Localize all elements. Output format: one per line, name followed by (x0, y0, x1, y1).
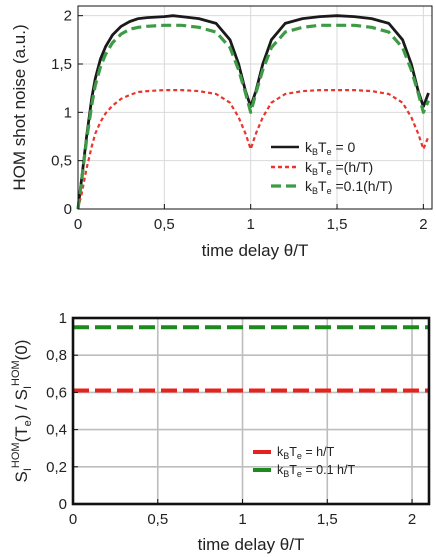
series-line (76, 23, 430, 210)
x-tick-label: 1 (238, 511, 246, 528)
x-tick-label: 1,5 (327, 216, 348, 233)
y-tick-label: 2 (64, 8, 72, 25)
y-axis-label: HOM shot noise (a.u.) (10, 24, 29, 190)
plot-frame (71, 316, 431, 506)
x-tick-label: 1,5 (317, 511, 338, 528)
y-tick-label: 0,6 (46, 384, 67, 401)
legend-label: kBTe = h/T (277, 445, 335, 461)
y-tick-label: 0,4 (46, 422, 67, 439)
y-tick-label: 0,5 (51, 153, 72, 170)
y-tick-label: 1 (59, 310, 67, 327)
x-tick-label: 0 (74, 216, 82, 233)
x-tick-label: 0,5 (154, 216, 175, 233)
y-tick-label: 1,5 (51, 56, 72, 73)
x-axis-label: time delay θ/T (198, 535, 305, 554)
y-tick-label: 0,8 (46, 347, 67, 364)
y-tick-label: 0,2 (46, 459, 67, 476)
legend-label: kBTe =(h/T) (305, 159, 373, 177)
x-tick-label: 0 (69, 511, 77, 528)
legend-label: kBTe = 0 (305, 139, 356, 157)
chart-hom-shot-noise: 0 0,5 1 1,5 2 0 0,5 1 1,5 2 time delay θ/T HOM shot… (10, 5, 433, 260)
x-axis-label: time delay θ/T (202, 241, 309, 260)
legend: kBTe = h/T kBTe = 0.1 h/T (253, 445, 355, 479)
legend-label: kBTe = 0.1 h/T (277, 463, 355, 479)
y-axis-label: SIHOM(Te) / SIHOM(0) (10, 340, 34, 483)
y-tick-label: 0 (64, 201, 72, 218)
plot-frame (77, 5, 433, 210)
legend-label: kBTe =0.1(h/T) (305, 178, 393, 196)
x-tick-label: 0,5 (147, 511, 168, 528)
y-tick-label: 1 (64, 104, 72, 121)
x-tick-label: 2 (408, 511, 416, 528)
chart-hom-ratio: 0 0,5 1 1,5 2 0 0,2 0,4 0,6 0,8 1 time delay θ/T SIH… (10, 310, 431, 554)
y-tick-label: 0 (59, 496, 67, 513)
legend: kBTe = 0 kBTe =(h/T)kBTe =0.1(h/T) (271, 139, 393, 196)
series-line (76, 14, 430, 210)
x-tick-label: 1 (247, 216, 255, 233)
x-tick-label: 2 (419, 216, 427, 233)
